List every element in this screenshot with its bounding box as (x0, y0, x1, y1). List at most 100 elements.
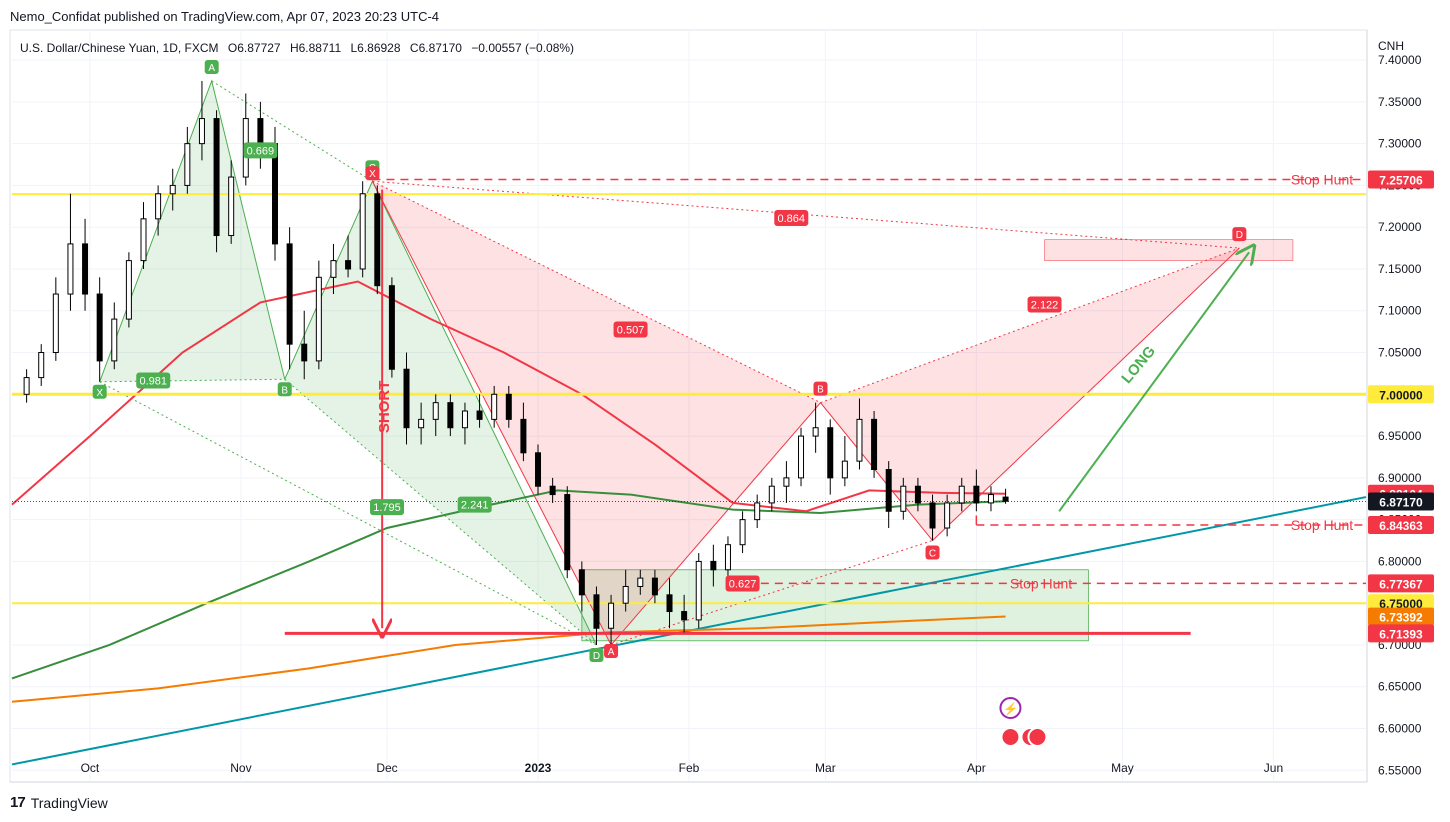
price-label: 6.84363 (1368, 515, 1434, 534)
price-label-bg (1368, 385, 1434, 404)
pattern2-ratio-bg (613, 321, 648, 338)
stop-hunt-label-top: Stop Hunt (1291, 172, 1353, 188)
publisher-line: Nemo_Confidat published on TradingView.c… (10, 9, 440, 24)
legend-close-label: C (410, 41, 419, 55)
pattern2-ratio: 0.864 (774, 210, 809, 226)
price-label-text: 6.84363 (1379, 519, 1423, 533)
candle-body (914, 485, 921, 504)
candle-body (564, 494, 571, 571)
candle-body (535, 452, 542, 487)
pattern2-ratio-text: 2.122 (1031, 299, 1059, 311)
candle-body (476, 410, 483, 420)
pattern2-ratio-text: 0.627 (729, 579, 757, 591)
pattern2-xab-fill (372, 181, 821, 645)
pattern2-ratio-line (372, 180, 821, 404)
candle-body (929, 502, 936, 529)
price-label: 7.25706 (1368, 170, 1434, 189)
candle-body (987, 494, 994, 504)
us-flag-icon (1000, 727, 1021, 747)
pattern1-ratio-line (211, 80, 373, 182)
candle-body (1002, 496, 1009, 502)
price-label-bg (1368, 574, 1434, 593)
pattern1-ratio-bg (243, 142, 278, 159)
candle-body (505, 393, 512, 420)
lightning-glyph: ⚡ (1003, 702, 1018, 716)
candle-body (330, 260, 337, 278)
candle-body (841, 460, 848, 479)
candle-body (578, 569, 585, 596)
pattern2-ratio-bg (725, 575, 760, 592)
tradingview-logo-icon: 17 (10, 794, 26, 811)
time-axis[interactable]: Oct Nov Dec 2023 Feb Mar Apr May Jun (81, 761, 1284, 775)
y-tick-label: 6.65000 (1378, 680, 1422, 694)
candle-body (798, 435, 805, 479)
price-label-bg (1368, 607, 1434, 626)
price-label-bg (1368, 492, 1434, 511)
legend-close-value: 6.87170 (419, 41, 463, 55)
y-tick-label: 7.10000 (1378, 304, 1422, 318)
price-label: 6.73392 (1368, 607, 1434, 626)
pattern2-ratio: 2.122 (1027, 296, 1062, 313)
us-flag-icon (1027, 727, 1048, 747)
pattern1-ratio-bg (370, 499, 405, 516)
pattern1-point-text: X (96, 388, 103, 399)
candle-body (549, 485, 556, 496)
y-tick-label: 7.15000 (1378, 262, 1422, 276)
pattern1-ratio-bg (136, 372, 171, 389)
pattern2-ratio-line (610, 540, 933, 646)
pattern1-point: A (204, 59, 219, 74)
y-tick-label: 7.05000 (1378, 346, 1422, 360)
stop-hunt-label-low: Stop Hunt (1010, 575, 1072, 591)
pattern2-point: D (1232, 227, 1247, 242)
pattern1-point-text: D (593, 651, 600, 662)
price-label-bg (1368, 515, 1434, 534)
y-tick-label: 7.30000 (1378, 137, 1422, 151)
candle-body (739, 519, 746, 546)
candle-body (301, 343, 308, 362)
legend-low-label: L (350, 41, 357, 55)
annotations: SHORTLONGXABCDXABCD0.6690.9811.7952.2410… (92, 59, 1353, 747)
pattern2-point-bg (365, 166, 380, 181)
candle-body (900, 485, 907, 512)
candle-body (461, 410, 468, 429)
candle-body (827, 427, 834, 479)
price-label-text: 6.87170 (1379, 496, 1423, 510)
candle-body (754, 502, 761, 521)
long-arrow (1058, 252, 1249, 512)
pattern2-ratio-text: 0.864 (778, 213, 806, 225)
candle-body (82, 243, 89, 295)
pattern1-point: D (589, 647, 604, 662)
y-tick-label: 6.90000 (1378, 471, 1422, 485)
candle-body (812, 427, 819, 437)
x-tick-label: Oct (81, 761, 100, 775)
price-chart[interactable]: SHORTLONGXABCDXABCD0.6690.9811.7952.2410… (0, 0, 1450, 790)
pattern1-point: B (277, 382, 292, 397)
candle-body (593, 594, 600, 629)
pattern1-point-text: A (208, 63, 215, 74)
candle-body (491, 393, 498, 420)
pattern2-point-bg (925, 545, 940, 560)
ema-red (11, 280, 1006, 513)
pattern2-point-text: X (369, 169, 376, 180)
candle-body (184, 143, 191, 186)
legend-open-label: O (228, 41, 237, 55)
candle-body (724, 544, 731, 571)
candle-body (213, 118, 220, 237)
pattern1-ratio-text: 0.981 (139, 376, 167, 388)
target-zone (1044, 239, 1294, 261)
price-label-text: 6.71393 (1379, 627, 1423, 641)
x-tick-label: May (1111, 761, 1134, 775)
candle-body (681, 611, 688, 621)
candle-body (67, 243, 74, 295)
pattern1-point-text: B (281, 385, 288, 396)
candle-body (345, 260, 352, 270)
candle-body (23, 377, 30, 395)
x-tick-label: Jun (1264, 761, 1283, 775)
y-tick-label: 6.95000 (1378, 429, 1422, 443)
candle-body (447, 402, 454, 429)
price-label-text: 7.00000 (1379, 388, 1423, 402)
candle-body (856, 418, 863, 462)
legend-low-value: 6.86928 (357, 41, 401, 55)
price-axis[interactable]: 7.400007.350007.300007.250007.200007.150… (1368, 53, 1434, 777)
pattern2-point-bg (1232, 227, 1247, 242)
